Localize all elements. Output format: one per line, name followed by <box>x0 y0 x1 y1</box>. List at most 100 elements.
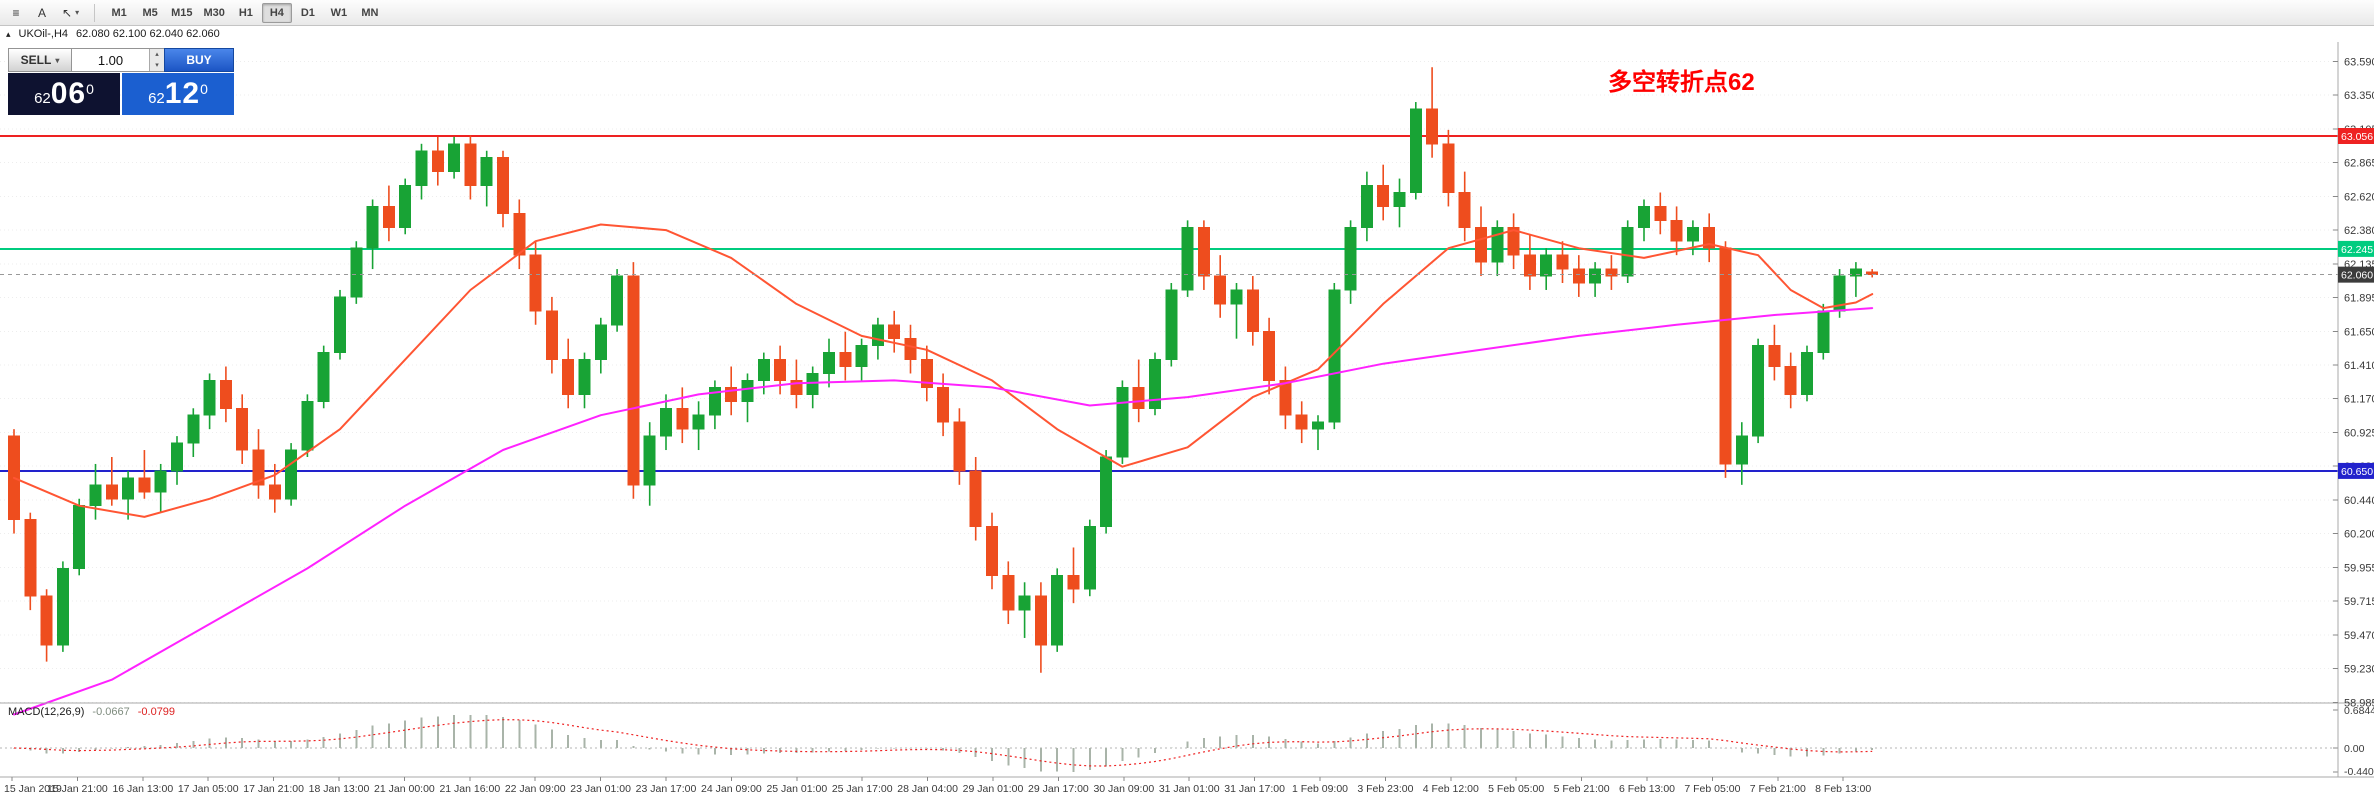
candle <box>1458 171 1471 242</box>
menu-icon[interactable]: ≡ <box>4 3 28 23</box>
candle <box>89 463 102 520</box>
trade-panel-controls: SELL ▾ ▴ ▾ BUY <box>8 48 234 72</box>
bid-prefix: 62 <box>34 90 51 107</box>
candle <box>1116 380 1129 464</box>
candle <box>513 199 526 270</box>
candle <box>1523 234 1536 290</box>
tab-timeframe-m30[interactable]: M30 <box>198 3 229 23</box>
candle <box>1784 352 1797 409</box>
candle <box>839 331 852 381</box>
candle <box>888 310 901 353</box>
tab-timeframe-m15[interactable]: M15 <box>166 3 197 23</box>
tab-timeframe-m5[interactable]: M5 <box>135 3 165 23</box>
candle <box>1018 582 1031 638</box>
chart-annotation-text[interactable]: 多空转折点62 <box>1608 69 1755 96</box>
volume-down-button[interactable]: ▾ <box>150 60 164 71</box>
collapse-arrow-icon[interactable]: ▴ <box>6 28 11 39</box>
volume-up-button[interactable]: ▴ <box>150 49 164 60</box>
time-label: 25 Jan 17:00 <box>832 783 893 795</box>
ask-big-digits: 12 <box>164 77 201 110</box>
candle <box>676 387 689 444</box>
price-label: 60.925 <box>2344 428 2374 440</box>
tab-timeframe-m1[interactable]: M1 <box>104 3 134 23</box>
candle <box>1100 450 1113 534</box>
candle <box>953 408 966 485</box>
toolbar-divider <box>94 3 96 22</box>
price-label: 60.200 <box>2344 529 2374 541</box>
cursor-tool-button[interactable]: ↖ ▾ <box>56 3 85 23</box>
price-axis[interactable]: 63.59063.35063.10562.86562.62062.38062.1… <box>2333 57 2374 710</box>
candle <box>122 470 135 520</box>
tab-timeframe-h1[interactable]: H1 <box>231 3 261 23</box>
tab-timeframe-d1[interactable]: D1 <box>293 3 323 23</box>
time-label: 6 Feb 13:00 <box>1619 783 1675 795</box>
time-label: 8 Feb 13:00 <box>1815 783 1871 795</box>
svg-text:62.060: 62.060 <box>2341 270 2373 282</box>
tab-timeframe-h4[interactable]: H4 <box>261 2 292 23</box>
candle <box>1181 220 1194 297</box>
ohlc-values: 62.080 62.100 62.040 62.060 <box>76 28 220 40</box>
current-price-tag: 62.060 <box>2338 266 2374 283</box>
svg-text:63.056: 63.056 <box>2341 131 2373 143</box>
candle <box>643 422 656 506</box>
candle <box>1752 338 1765 444</box>
candle <box>1132 359 1145 423</box>
candle <box>1002 561 1015 625</box>
sell-button[interactable]: SELL ▾ <box>8 48 72 72</box>
bid-big-digits: 06 <box>50 77 87 110</box>
trade-panel-prices: 62060 62120 <box>8 73 234 115</box>
candle <box>268 463 281 513</box>
candle <box>415 143 428 200</box>
candle <box>1670 206 1683 256</box>
price-label: 61.410 <box>2344 360 2374 372</box>
level-price-tag: 62.245 <box>2338 240 2374 257</box>
buy-button[interactable]: BUY <box>164 48 234 72</box>
horizontal-level-lines[interactable] <box>0 135 2338 472</box>
candle <box>1686 220 1699 256</box>
candle <box>1149 352 1161 416</box>
candle <box>986 512 998 590</box>
candle <box>464 135 477 200</box>
text-tool-button[interactable]: A <box>30 3 54 23</box>
bid-pip-digit: 0 <box>86 81 94 97</box>
chevron-down-icon: ▾ <box>55 55 60 65</box>
volume-input[interactable] <box>72 49 149 71</box>
time-label: 7 Feb 21:00 <box>1750 783 1806 795</box>
price-label: 59.955 <box>2344 563 2374 575</box>
time-label: 24 Jan 09:00 <box>701 783 762 795</box>
candle <box>252 429 265 499</box>
ask-prefix: 62 <box>148 90 165 107</box>
ask-price[interactable]: 62120 <box>122 73 234 115</box>
candle <box>317 345 330 409</box>
candle <box>1214 255 1227 318</box>
time-label: 25 Jan 01:00 <box>766 783 827 795</box>
tab-timeframe-w1[interactable]: W1 <box>324 3 354 23</box>
time-label: 28 Jan 04:00 <box>897 783 958 795</box>
price-label: 59.470 <box>2344 630 2374 642</box>
candle <box>823 338 835 388</box>
time-label: 18 Jan 13:00 <box>309 783 370 795</box>
time-label: 4 Feb 12:00 <box>1423 783 1479 795</box>
candle <box>1328 282 1341 430</box>
candle <box>480 150 493 207</box>
price-label: 61.895 <box>2344 293 2374 305</box>
candle <box>334 289 346 360</box>
price-tags: 63.056 62.245 60.650 62.060 <box>2338 128 2374 479</box>
candle <box>1442 129 1455 207</box>
time-label: 30 Jan 09:00 <box>1093 783 1154 795</box>
bid-price[interactable]: 62060 <box>8 73 120 115</box>
candle <box>40 589 53 662</box>
candle <box>1572 255 1585 297</box>
ma-slow-line <box>13 307 1874 716</box>
tab-timeframe-mn[interactable]: MN <box>355 3 385 23</box>
candle <box>1360 171 1373 242</box>
price-label: 59.715 <box>2344 596 2374 608</box>
time-label: 16 Jan 13:00 <box>112 783 173 795</box>
macd-value: -0.0667 <box>92 706 130 718</box>
price-label: 61.170 <box>2344 394 2374 406</box>
price-label: 62.865 <box>2344 158 2374 170</box>
